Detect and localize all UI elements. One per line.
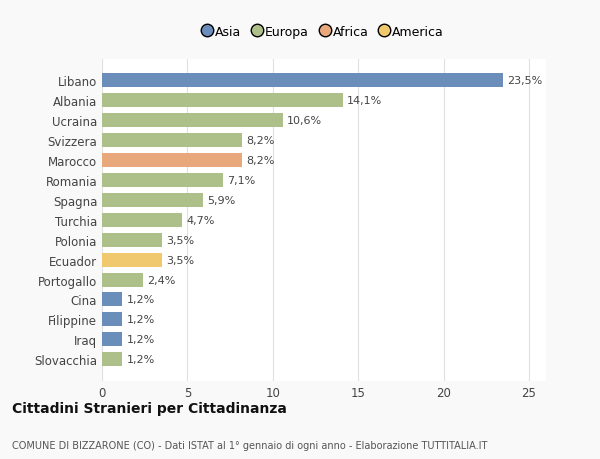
Text: 1,2%: 1,2% bbox=[127, 335, 155, 345]
Text: COMUNE DI BIZZARONE (CO) - Dati ISTAT al 1° gennaio di ogni anno - Elaborazione : COMUNE DI BIZZARONE (CO) - Dati ISTAT al… bbox=[12, 440, 487, 450]
Text: 14,1%: 14,1% bbox=[347, 96, 382, 106]
Bar bbox=[102, 293, 122, 307]
Text: 8,2%: 8,2% bbox=[247, 156, 275, 166]
Text: 3,5%: 3,5% bbox=[166, 255, 194, 265]
Bar bbox=[102, 154, 242, 168]
Legend: Asia, Europa, Africa, America: Asia, Europa, Africa, America bbox=[199, 21, 449, 44]
Bar bbox=[102, 114, 283, 128]
Text: 8,2%: 8,2% bbox=[247, 136, 275, 146]
Bar bbox=[102, 273, 143, 287]
Bar bbox=[102, 213, 182, 227]
Text: 4,7%: 4,7% bbox=[187, 215, 215, 225]
Text: 23,5%: 23,5% bbox=[508, 76, 543, 86]
Text: 7,1%: 7,1% bbox=[227, 176, 256, 185]
Text: 1,2%: 1,2% bbox=[127, 315, 155, 325]
Text: 1,2%: 1,2% bbox=[127, 354, 155, 364]
Text: Cittadini Stranieri per Cittadinanza: Cittadini Stranieri per Cittadinanza bbox=[12, 402, 287, 415]
Bar bbox=[102, 94, 343, 108]
Text: 5,9%: 5,9% bbox=[207, 196, 235, 206]
Bar bbox=[102, 134, 242, 148]
Bar bbox=[102, 233, 162, 247]
Bar bbox=[102, 253, 162, 267]
Bar bbox=[102, 74, 503, 88]
Bar bbox=[102, 333, 122, 347]
Bar bbox=[102, 194, 203, 207]
Text: 1,2%: 1,2% bbox=[127, 295, 155, 305]
Bar bbox=[102, 174, 223, 188]
Text: 3,5%: 3,5% bbox=[166, 235, 194, 245]
Bar bbox=[102, 313, 122, 327]
Bar bbox=[102, 353, 122, 366]
Text: 10,6%: 10,6% bbox=[287, 116, 322, 126]
Text: 2,4%: 2,4% bbox=[147, 275, 176, 285]
